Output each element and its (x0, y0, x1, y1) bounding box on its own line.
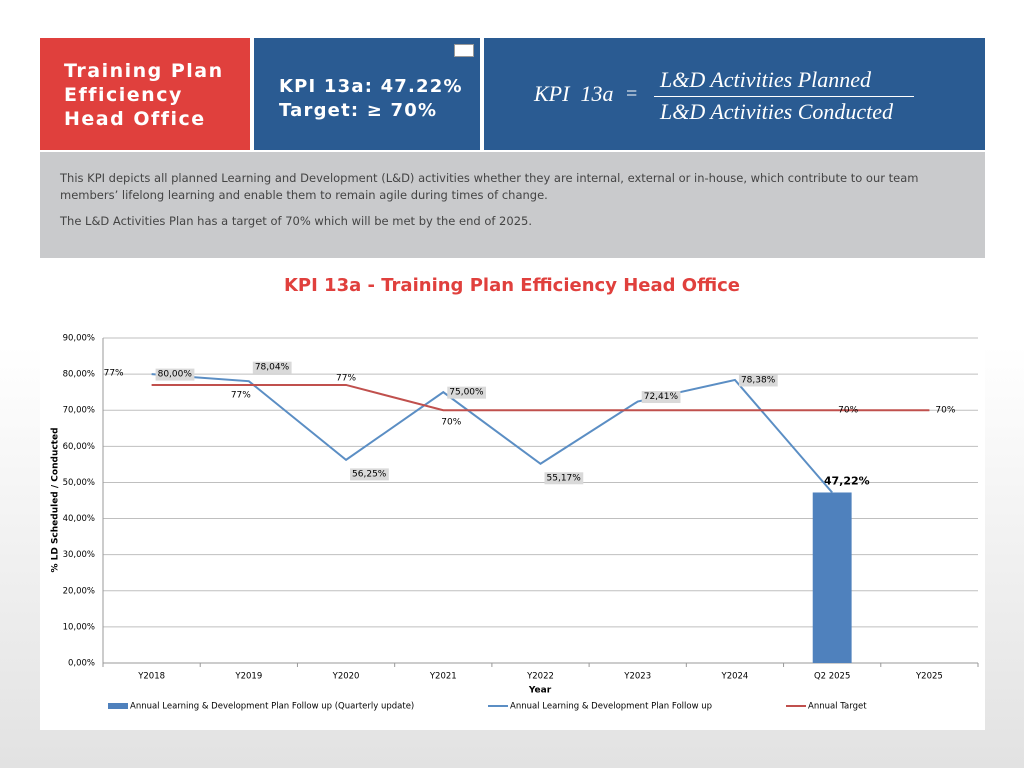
x-tick-label: Y2023 (623, 672, 651, 682)
x-axis-label: Year (528, 686, 552, 696)
formula-numerator: L&D Activities Planned (660, 67, 872, 92)
legend-label: Annual Target (808, 702, 867, 712)
kpi-line: Target: ≥ 70% (279, 100, 438, 121)
data-label: 70% (441, 418, 461, 428)
formula-box: KPI 13a = L&D Activities Planned L&D Act… (484, 38, 985, 150)
legend-label: Annual Learning & Development Plan Follo… (510, 702, 712, 712)
line (151, 373, 833, 494)
data-label: 70% (935, 406, 955, 416)
x-tick-label: Y2024 (721, 672, 749, 682)
y-tick-label: 80,00% (63, 370, 95, 380)
legend-label: Annual Learning & Development Plan Follo… (130, 702, 414, 712)
y-tick-label: 40,00% (63, 514, 95, 524)
x-tick-label: Q2 2025 (814, 672, 850, 682)
x-tick-label: Y2019 (234, 672, 262, 682)
description: This KPI depicts all planned Learning an… (40, 152, 985, 258)
legend-swatch (108, 703, 128, 709)
chart: KPI 13a - Training Plan Efficiency Head … (40, 260, 985, 730)
title-line: Head Office (64, 108, 206, 130)
formula-equals: = (626, 83, 638, 105)
y-tick-label: 90,00% (63, 334, 95, 344)
fraction-bar (654, 96, 914, 97)
y-tick-label: 30,00% (63, 550, 95, 560)
y-tick-label: 20,00% (63, 586, 95, 596)
y-tick-label: 60,00% (63, 442, 95, 452)
data-label-bg (544, 472, 584, 485)
data-label: 77% (104, 368, 124, 378)
kpi-line: KPI 13a: 47.22% (279, 76, 463, 97)
kpi-box: KPI 13a: 47.22% Target: ≥ 70% (254, 38, 480, 150)
formula-denominator: L&D Activities Conducted (660, 99, 894, 124)
y-tick-label: 50,00% (63, 478, 95, 488)
x-tick-label: Y2022 (526, 672, 554, 682)
data-label: 78,38% (741, 375, 776, 385)
icon[interactable] (454, 44, 474, 57)
y-tick-label: 0,00% (68, 659, 95, 669)
data-label-bg (738, 374, 778, 387)
data-label-bg (155, 368, 195, 381)
x-tick-label: Y2020 (332, 672, 360, 682)
data-label: 78,04% (255, 363, 290, 373)
data-label: 80,00% (158, 370, 193, 380)
bar (812, 492, 852, 663)
data-label-bg (350, 468, 389, 481)
x-tick-label: Y2018 (137, 672, 165, 682)
title-box: Training Plan Efficiency Head Office (40, 38, 250, 150)
data-label: 47,22% (824, 474, 870, 487)
description-paragraph: The L&D Activities Plan has a target of … (60, 214, 532, 228)
description-paragraph: This KPI depicts all planned Learning an… (60, 171, 919, 202)
data-label: 72,41% (644, 392, 679, 402)
chart-title: KPI 13a - Training Plan Efficiency Head … (284, 275, 740, 296)
data-label: 70% (838, 406, 858, 416)
data-label: 75,00% (449, 388, 484, 398)
data-label: 56,25% (352, 469, 387, 479)
data-label-bg (447, 386, 487, 399)
data-label-bg (252, 361, 292, 374)
y-axis-label: % LD Scheduled / Conducted (51, 427, 61, 572)
data-label: 77% (336, 373, 356, 383)
formula-name: KPI 13a (534, 81, 614, 106)
y-tick-label: 10,00% (63, 622, 95, 632)
x-tick-label: Y2025 (915, 672, 943, 682)
title-line: Efficiency (64, 84, 183, 106)
data-label: 55,17% (547, 473, 582, 483)
data-label: 77% (231, 390, 251, 400)
title-line: Training Plan (64, 60, 224, 82)
data-label-bg (641, 391, 681, 404)
y-tick-label: 70,00% (63, 406, 95, 416)
line (151, 383, 930, 412)
x-tick-label: Y2021 (429, 672, 457, 682)
